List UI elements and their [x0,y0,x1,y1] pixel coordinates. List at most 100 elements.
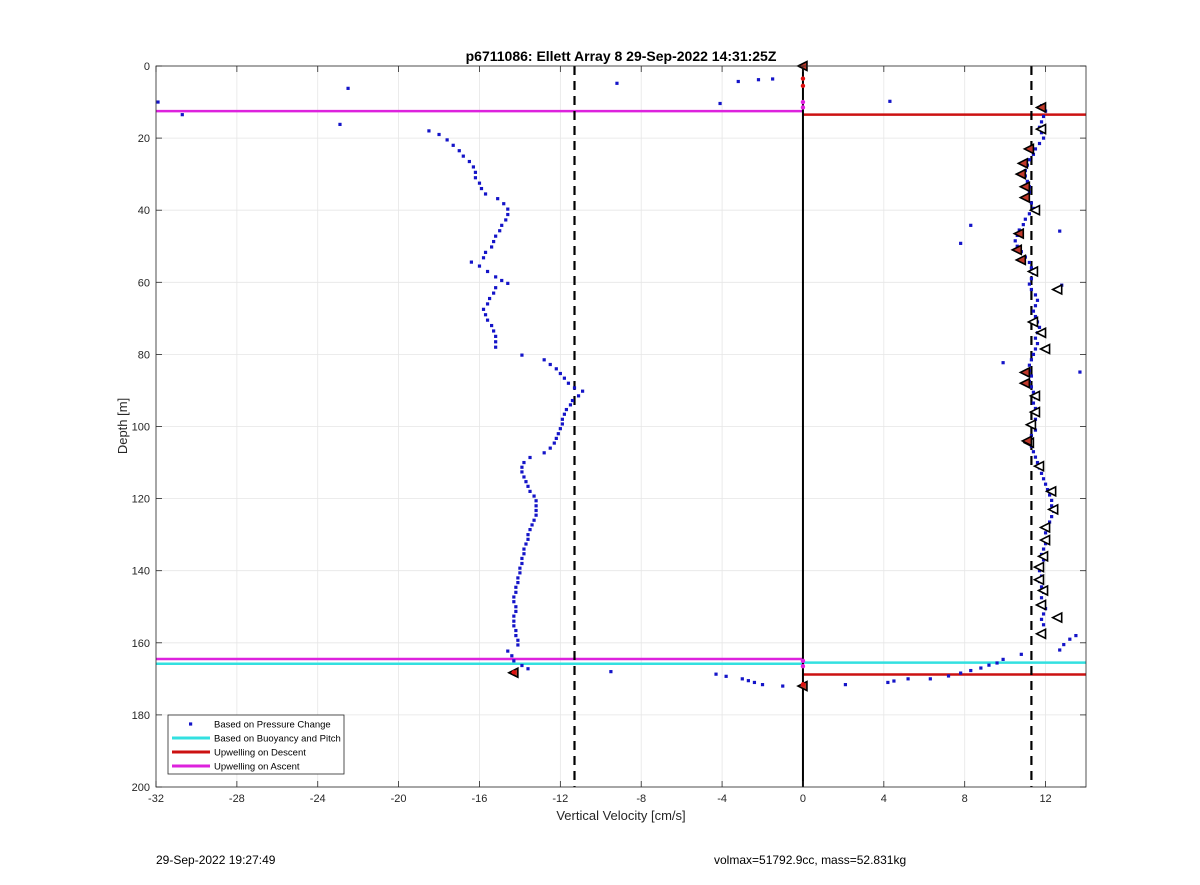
open-triangle-marker [1034,599,1047,611]
x-tick-label: 0 [800,793,806,805]
chart-title: p6711086: Ellett Array 8 29-Sep-2022 14:… [466,48,777,64]
pressure-change-point [746,679,750,683]
pressure-change-point [736,79,740,84]
pressure-change-point [995,661,999,665]
series-lines [156,109,1086,676]
pressure-change-point [615,81,619,85]
pressure-change-point [494,234,498,238]
pressure-points [156,77,1082,688]
pressure-change-point [516,638,520,642]
pressure-change-point [1031,390,1036,394]
pressure-change-point [514,628,518,633]
pressure-change-point [492,329,496,333]
pressure-change-point [487,296,492,301]
pressure-change-point [457,149,461,153]
pressure-change-point [1033,336,1038,340]
legend-label: Upwelling on Descent [214,748,306,759]
pressure-change-point [1041,114,1046,119]
pressure-change-point [1039,471,1044,475]
pressure-change-point [1023,217,1027,221]
pressure-change-point [1033,147,1038,151]
pressure-change-point [461,154,465,158]
pressure-change-point [473,170,478,174]
pressure-change-point [1031,352,1036,356]
pressure-change-point [554,436,558,440]
open-triangle-marker [1050,611,1063,624]
pressure-change-point [554,367,558,371]
pressure-change-point [1041,136,1046,140]
pressure-change-point [483,313,488,317]
pressure-change-point [724,674,728,678]
pressure-change-point [566,381,571,385]
y-tick-label: 140 [132,566,150,578]
pressure-change-point [959,241,963,245]
axis-ticks: -32 -28 -24 -20 -16 -12 -8 -4 0 4 8 120204060801001… [132,61,1086,805]
pressure-change-point [469,260,473,264]
y-tick-label: 40 [138,205,150,217]
x-tick-label: -4 [717,793,727,805]
pressure-change-point [558,371,562,376]
open-triangle-marker [1028,406,1041,418]
x-tick-label: -28 [229,793,245,805]
pressure-change-point [485,318,490,322]
legend-swatch-point [189,722,193,726]
pressure-change-point [518,566,522,570]
pressure-change-point [156,100,160,104]
pressure-change-point [510,654,514,658]
pressure-change-point [946,674,951,678]
pressure-change-point [516,580,520,585]
pressure-change-point [494,275,498,279]
open-triangle-marker [1046,503,1059,516]
pressure-change-point [534,504,538,508]
pressure-change-point [1029,385,1034,389]
pressure-change-point [524,480,528,484]
open-triangle-marker [1050,283,1063,296]
pressure-change-point [1039,596,1044,600]
open-triangle-marker [1034,627,1047,640]
pressure-change-point [1050,498,1054,503]
filled-triangle-marker [1018,191,1031,204]
pressure-change-point [1045,487,1050,492]
pressure-change-point [562,376,566,380]
pressure-change-point [1050,504,1054,508]
magenta-dot-marker [800,664,806,669]
x-tick-label: -24 [310,793,326,805]
pressure-change-point [548,362,552,367]
pressure-change-point [512,659,516,663]
filled-triangle-marker [1018,180,1031,193]
x-tick-label: 4 [881,793,887,805]
footer-glider-params: volmax=51792.9cc, mass=52.831kg [714,853,907,867]
pressure-change-point [979,666,983,670]
pressure-change-point [1037,325,1042,329]
red-dot-marker [800,83,806,89]
pressure-change-point [1041,612,1046,616]
pressure-change-point [532,518,536,522]
pressure-change-point [771,77,775,81]
pressure-change-point [1039,617,1044,621]
pressure-change-point [514,609,518,614]
pressure-change-point [572,386,577,390]
filled-triangle-marker [1016,157,1029,170]
pressure-change-point [1025,179,1029,183]
pressure-change-point [1033,455,1038,459]
pressure-change-point [516,576,520,580]
pressure-change-point [520,465,524,469]
pressure-change-point [740,677,744,681]
pressure-change-point [485,302,490,306]
pressure-change-point [1029,374,1034,378]
pressure-change-point [506,281,510,285]
pressure-change-point [1029,358,1034,362]
pressure-change-point [570,398,575,403]
pressure-change-point [906,677,910,681]
red-dot-marker [800,682,806,687]
pressure-change-point [492,239,496,244]
open-triangle-marker [1038,521,1051,534]
magenta-dot-marker [800,99,806,105]
pressure-change-point [1043,531,1048,535]
pressure-change-point [483,250,488,254]
x-tick-label: 12 [1039,793,1051,805]
pressure-change-point [522,475,526,479]
y-tick-label: 120 [132,494,150,506]
pressure-change-point [1029,277,1034,281]
